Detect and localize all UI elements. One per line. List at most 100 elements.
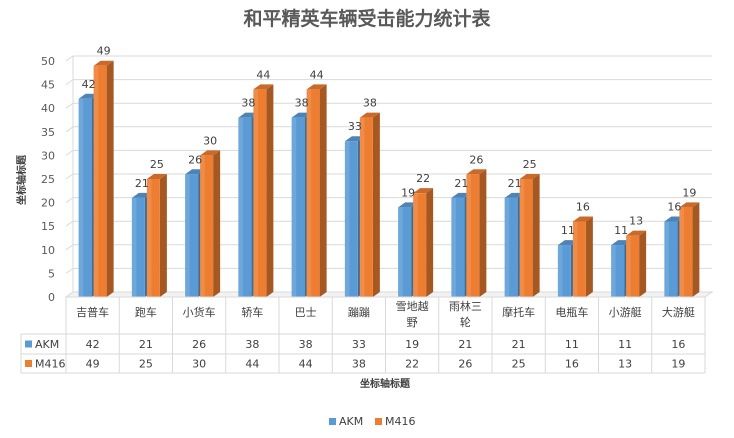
data-label: 42 — [82, 78, 96, 91]
table-value: 33 — [352, 338, 366, 351]
table-value: 30 — [192, 358, 206, 371]
table-series-name: AKM — [35, 338, 59, 351]
bar-highlight — [359, 117, 365, 297]
table-value: 16 — [671, 338, 685, 351]
bar-highlight — [504, 197, 510, 297]
table-value: 26 — [192, 338, 206, 351]
legend-label: AKM — [339, 415, 363, 428]
bar-side — [532, 174, 540, 297]
gridline-side — [65, 244, 74, 251]
gridline-side — [65, 267, 74, 274]
bar — [519, 174, 540, 297]
bar — [679, 202, 700, 297]
bar-front — [611, 245, 625, 297]
table-value: 13 — [618, 358, 632, 371]
bar-front — [572, 221, 586, 297]
bar-side — [372, 112, 380, 297]
table-value: 44 — [299, 358, 313, 371]
bar — [200, 150, 221, 297]
data-label: 21 — [508, 177, 522, 190]
bar-front — [679, 207, 693, 297]
bar-side — [692, 202, 700, 297]
y-tick-label: 0 — [48, 291, 55, 304]
bar-front — [664, 221, 678, 297]
bar — [466, 169, 487, 297]
bar-highlight — [611, 245, 616, 297]
bar-side — [266, 84, 274, 297]
bar — [93, 60, 114, 297]
bar-side — [319, 84, 327, 297]
table-series-name: M416 — [35, 358, 66, 371]
category-label: 雪地越 — [396, 299, 429, 313]
legend-label: M416 — [385, 415, 416, 428]
bar-highlight — [200, 155, 205, 297]
bar-front — [626, 235, 640, 297]
data-label: 44 — [256, 68, 270, 81]
table-value: 49 — [86, 358, 100, 371]
bar — [626, 230, 647, 297]
table-value: 25 — [139, 358, 153, 371]
bar — [413, 188, 434, 297]
bar-top — [519, 174, 540, 179]
table-value: 38 — [299, 338, 313, 351]
bar-front — [93, 65, 107, 297]
bar-highlight — [78, 98, 84, 297]
data-label: 26 — [188, 153, 202, 166]
data-label: 19 — [401, 186, 415, 199]
y-tick-label: 20 — [41, 197, 55, 210]
chart-title: 和平精英车辆受击能力统计表 — [243, 7, 491, 30]
table-value: 11 — [565, 338, 579, 351]
bar-side — [106, 60, 114, 297]
bar-front — [519, 179, 533, 297]
category-label: 摩托车 — [502, 305, 535, 319]
bar-highlight — [238, 117, 243, 297]
bar-highlight — [413, 193, 418, 297]
data-label: 16 — [576, 200, 590, 213]
bar-front — [78, 98, 92, 297]
category-label: 轮 — [460, 315, 471, 329]
legend: AKM M416 — [329, 415, 416, 428]
data-label: 21 — [454, 177, 468, 190]
gridline-side — [65, 197, 74, 204]
bar-side — [639, 230, 647, 297]
bar-highlight — [679, 207, 684, 297]
y-tick-label: 5 — [48, 267, 55, 280]
bar-side — [585, 216, 593, 297]
bar-front — [291, 117, 305, 297]
bar-side — [426, 188, 434, 297]
category-label: 雨林三 — [449, 299, 482, 313]
y-tick-label: 10 — [41, 244, 55, 257]
table-value: 38 — [245, 338, 259, 351]
data-label: 26 — [469, 153, 483, 166]
bar-side — [213, 150, 221, 297]
bar-highlight — [253, 89, 258, 297]
bar-highlight — [451, 197, 456, 297]
bar-top — [572, 216, 593, 222]
y-tick-label: 15 — [41, 220, 55, 233]
table-value: 42 — [86, 338, 100, 351]
category-label: 小货车 — [183, 305, 216, 319]
gridline-side — [65, 102, 74, 109]
table-legend-key — [25, 360, 32, 367]
bar-highlight — [626, 235, 631, 297]
bar-highlight — [344, 141, 350, 297]
gridline-side — [65, 126, 74, 133]
table-value: 21 — [512, 338, 526, 351]
category-label: 巴士 — [295, 306, 317, 319]
bar-highlight — [557, 245, 563, 297]
y-tick-label: 40 — [41, 102, 55, 115]
bar-front — [344, 141, 358, 297]
bar — [359, 112, 380, 297]
bar-top — [200, 150, 221, 156]
bar-highlight — [664, 221, 669, 297]
data-label: 22 — [416, 172, 430, 185]
data-label: 38 — [241, 97, 255, 110]
table-value: 19 — [405, 338, 419, 351]
table-value: 26 — [458, 358, 472, 371]
table-value: 11 — [618, 338, 632, 351]
bar-top — [306, 84, 327, 90]
y-tick-label: 45 — [41, 79, 55, 92]
